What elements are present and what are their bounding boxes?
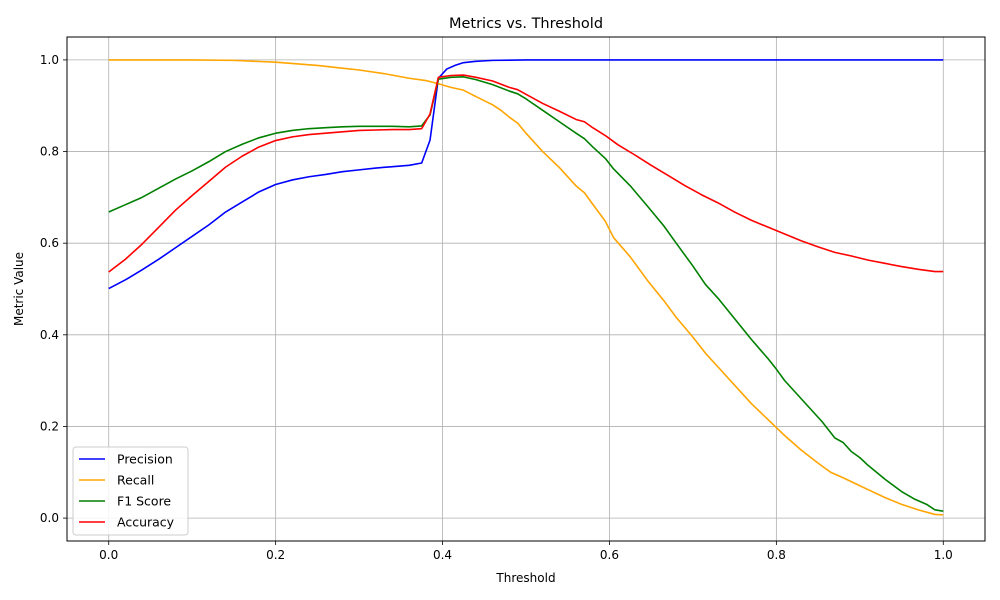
grid — [67, 37, 985, 541]
y-tick-label: 0.4 — [40, 328, 59, 342]
x-tick-label: 1.0 — [934, 548, 953, 562]
plot-frame — [66, 36, 986, 542]
legend-label: Precision — [117, 452, 173, 467]
x-axis-label: Threshold — [495, 571, 555, 585]
legend-label: Accuracy — [117, 515, 175, 530]
y-tick-label: 0.2 — [40, 419, 59, 433]
x-tick-label: 0.0 — [99, 548, 118, 562]
x-tick-label: 0.6 — [600, 548, 619, 562]
series-line-recall — [108, 59, 944, 516]
legend-box — [72, 446, 189, 536]
ticks: 0.0 0.2 0.4 0.6 0.8 1.0 0.0 0.2 0.4 0.6 0.8 1.0 — [40, 53, 953, 562]
legend: Precision Recall F1 Score Accuracy — [72, 446, 189, 536]
series-line-precision — [108, 59, 944, 290]
y-axis-label: Metric Value — [12, 252, 26, 326]
y-tick-label: 1.0 — [40, 53, 59, 67]
y-tick-label: 0.6 — [40, 236, 59, 250]
series-lines — [108, 59, 944, 516]
series-line-accuracy — [108, 74, 944, 273]
y-tick-label: 0.8 — [40, 145, 59, 159]
legend-label: F1 Score — [117, 494, 171, 509]
chart-title: Metrics vs. Threshold — [449, 16, 603, 32]
y-tick-label: 0.0 — [40, 511, 59, 525]
x-tick-label: 0.8 — [767, 548, 786, 562]
x-tick-label: 0.4 — [433, 548, 452, 562]
x-tick-label: 0.2 — [266, 548, 285, 562]
series-line-f1-score — [108, 76, 944, 513]
legend-label: Recall — [117, 473, 154, 488]
